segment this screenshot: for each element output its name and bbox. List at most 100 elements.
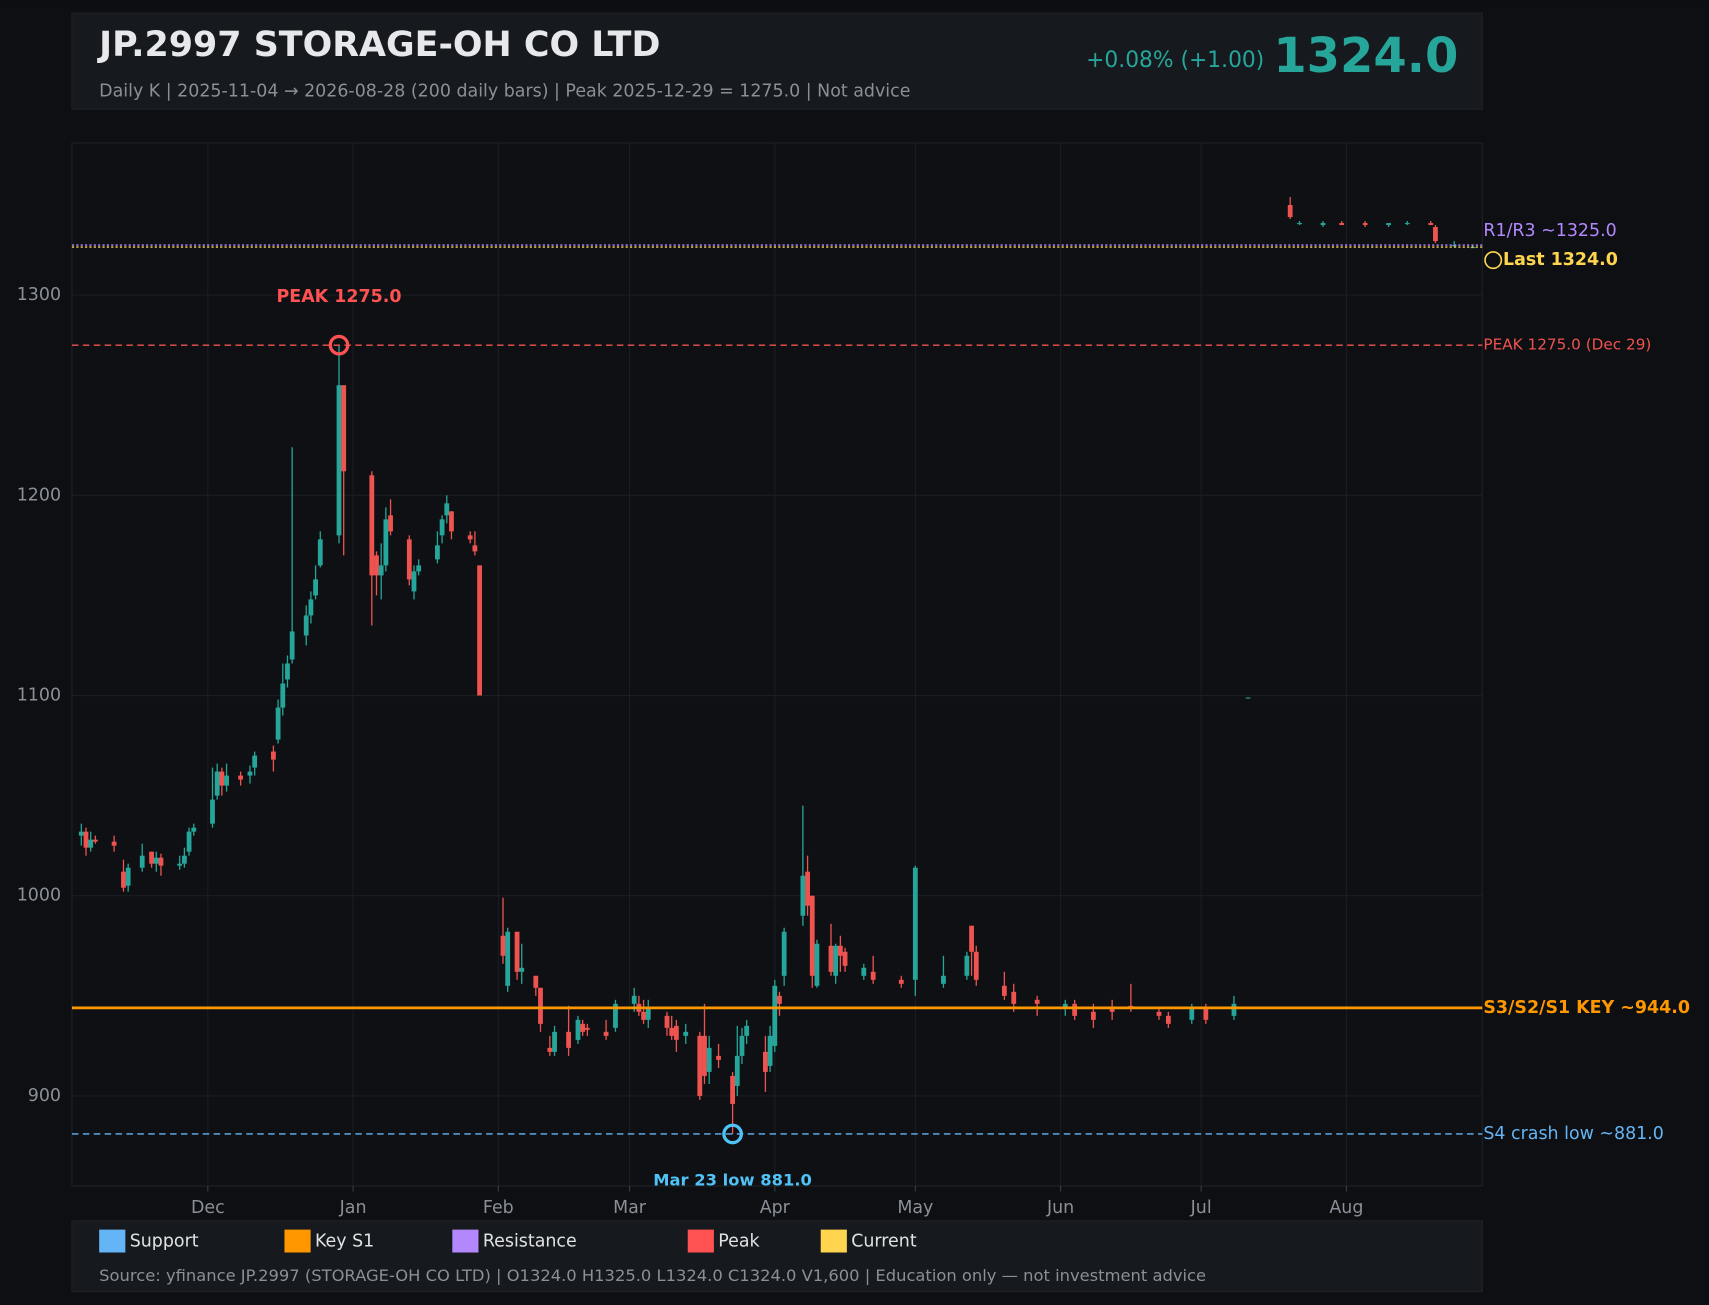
candle-body	[973, 951, 979, 980]
y-tick-label: 1300	[17, 285, 61, 305]
candle-body	[814, 943, 820, 986]
candle-body	[149, 851, 154, 864]
chart-title: JP.2997 STORAGE-OH CO LTD	[97, 25, 660, 65]
candle-body	[1287, 205, 1293, 218]
candle-body	[411, 571, 417, 592]
annotation-label: PEAK 1275.0	[277, 287, 402, 307]
candle-body	[1001, 985, 1007, 996]
candle-body	[781, 931, 787, 976]
last-price: 1324.0	[1273, 28, 1458, 84]
candle-body	[78, 831, 84, 836]
candle-body	[603, 1031, 609, 1036]
candle-body	[613, 1003, 618, 1028]
candle-body	[341, 385, 347, 472]
candle-body	[1433, 227, 1438, 242]
candle-body	[449, 511, 454, 532]
candle-body	[744, 1025, 750, 1036]
candle-body	[673, 1025, 679, 1040]
candle-body	[519, 967, 525, 972]
candle-body	[1034, 999, 1040, 1004]
candle-body	[1189, 1007, 1195, 1020]
candle-body	[111, 841, 117, 846]
candle-body	[1072, 1003, 1078, 1016]
candle-body	[416, 565, 422, 572]
candle-body	[369, 475, 375, 576]
candle-body	[716, 1055, 721, 1060]
candle-body	[1090, 1011, 1096, 1020]
candle-body	[538, 987, 543, 1024]
candle-body	[964, 955, 970, 976]
candle-body	[1156, 1011, 1162, 1016]
x-tick-label: Feb	[483, 1198, 514, 1218]
candle-body	[191, 827, 197, 832]
candle-body	[1062, 1003, 1068, 1008]
candle-body	[828, 945, 834, 972]
candle-body	[833, 945, 839, 976]
candle-body	[1245, 697, 1251, 699]
candles	[78, 197, 1476, 1134]
candle-body	[552, 1031, 557, 1052]
candle-body	[1404, 223, 1410, 225]
candle-body	[702, 1035, 707, 1076]
candle-body	[566, 1031, 572, 1048]
candle-body	[303, 615, 309, 636]
y-tick-label: 1000	[17, 886, 61, 906]
y-tick-label: 1200	[17, 485, 61, 505]
candle-body	[514, 931, 520, 972]
candle-body	[641, 1011, 646, 1020]
candle-body	[125, 867, 131, 886]
candle-body	[1386, 223, 1391, 226]
legend-label: Peak	[718, 1232, 760, 1252]
candle-body	[177, 863, 183, 866]
annotation-label: Mar 23 low 881.0	[653, 1170, 812, 1189]
candle-body	[83, 831, 89, 848]
candle-body	[697, 1035, 703, 1096]
annotation-marker	[328, 334, 350, 356]
legend-swatch	[284, 1229, 311, 1253]
candle-body	[317, 539, 323, 566]
candle-body	[683, 1031, 689, 1036]
candle-body	[1203, 1007, 1209, 1020]
candle-body	[289, 631, 295, 660]
chart-subtitle: Daily K | 2025-11-04 → 2026-08-28 (200 d…	[99, 82, 910, 102]
candle-body	[275, 707, 281, 740]
candle-body	[153, 857, 159, 864]
candle-body	[777, 995, 782, 1004]
candle-body	[898, 979, 904, 984]
candle-body	[739, 1035, 745, 1056]
candle-body	[763, 1051, 768, 1072]
candle-body	[139, 855, 145, 868]
candle-body	[388, 515, 393, 532]
candle-body	[186, 831, 192, 852]
x-tick-label: Jul	[1190, 1198, 1212, 1218]
candle-body	[313, 579, 318, 596]
candle-body	[584, 1027, 590, 1030]
candle-body	[1297, 223, 1302, 225]
candle-body	[336, 385, 342, 536]
legend-swatch	[820, 1229, 847, 1253]
candle-body	[219, 771, 225, 786]
candle-body	[378, 565, 384, 576]
x-tick-label: Aug	[1329, 1198, 1363, 1218]
legend-swatch	[99, 1229, 126, 1253]
candle-body	[706, 1047, 712, 1072]
candle-body	[533, 975, 539, 988]
legend-swatch	[452, 1229, 479, 1253]
candle-body	[1011, 991, 1017, 1004]
candle-body	[472, 545, 478, 552]
candle-body	[238, 775, 244, 780]
candle-body	[645, 1007, 651, 1020]
candle-body	[842, 951, 848, 966]
candle-body	[92, 839, 98, 842]
candle-body	[383, 519, 389, 566]
candle-body	[439, 519, 445, 536]
candle-body	[912, 867, 918, 980]
candle-body	[500, 935, 506, 956]
candle-body	[669, 1027, 675, 1036]
legend-label: Resistance	[483, 1232, 577, 1252]
candle-body	[467, 535, 473, 540]
candle-body	[374, 555, 379, 576]
candle-body	[772, 985, 778, 1046]
candle-body	[214, 771, 220, 796]
